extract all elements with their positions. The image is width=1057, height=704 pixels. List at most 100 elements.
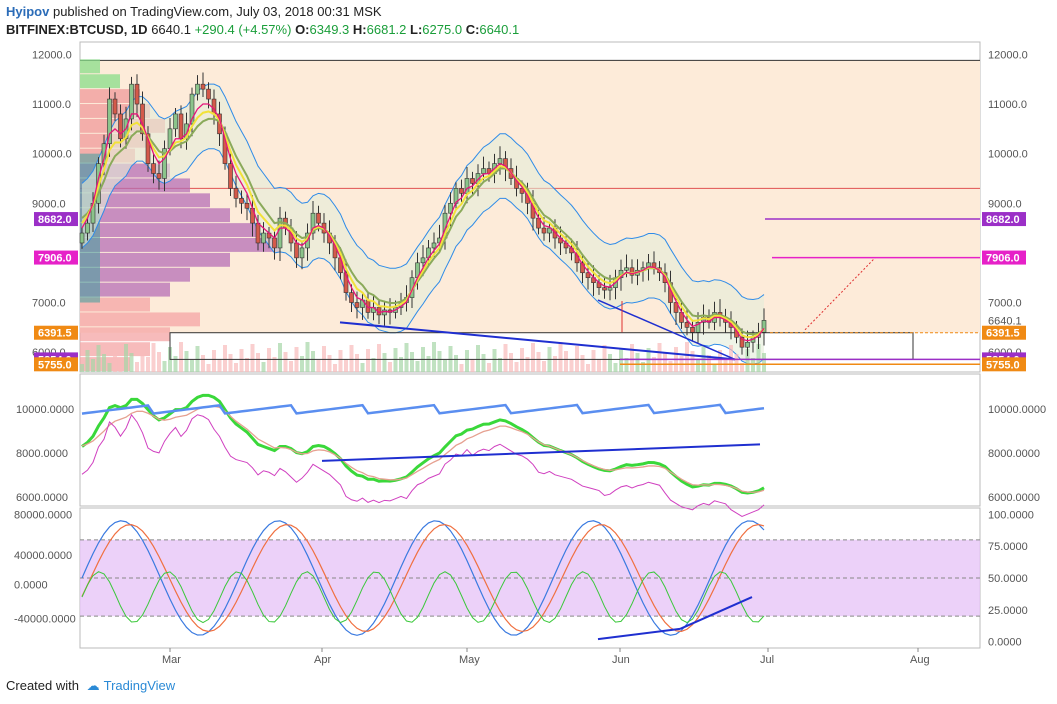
price-tag-right: [982, 325, 1026, 340]
price-axis-right-label: 10000.0: [988, 149, 1028, 161]
x-axis-label: May: [459, 654, 480, 666]
volume-bar: [349, 345, 354, 372]
candle-body: [459, 188, 464, 194]
stoch-d-line: [81, 523, 765, 633]
candle-body: [547, 227, 552, 234]
volume-bar: [371, 358, 376, 372]
volume-bar: [514, 362, 519, 372]
volume-bar: [217, 359, 222, 372]
oscillator-panel[interactable]: [79, 373, 981, 507]
author-name[interactable]: Hyipov: [6, 4, 50, 19]
stoch-k-line: [81, 520, 765, 636]
stoch-axis-right-label: 50.0000: [988, 573, 1028, 585]
candle-body: [244, 202, 250, 209]
price-tag-left-label: 7906.0: [38, 253, 72, 265]
price-tag-right: [982, 250, 1026, 265]
candle-body: [112, 98, 118, 115]
candle-body: [448, 202, 453, 214]
candle-body: [151, 163, 156, 174]
volume-bar: [91, 359, 95, 372]
volume-bar: [503, 344, 508, 372]
open-value: 6349.3: [309, 22, 350, 37]
volume-bar: [261, 362, 266, 372]
candle-body: [299, 247, 305, 259]
volume-bar: [635, 353, 640, 372]
volume-bar: [146, 357, 150, 372]
symbol-info: BITFINEX:BTCUSD, 1D 6640.1 +290.4 (+4.57…: [6, 22, 519, 38]
price-tag-right-label: 5755.0: [986, 359, 1020, 371]
candle-body: [470, 178, 475, 184]
candle-body: [173, 113, 178, 130]
stoch-axis-right-label: 100.0000: [988, 509, 1034, 521]
last-price: 6640.1: [151, 22, 191, 37]
volume-bar: [404, 343, 409, 372]
oscillator-signal-line: [81, 405, 765, 493]
volume-bar: [668, 361, 673, 372]
candle-body: [145, 133, 151, 164]
volume-bar: [256, 353, 260, 372]
x-axis-label: Aug: [910, 654, 930, 666]
price-tag-left: [34, 212, 78, 227]
volume-bar: [190, 360, 194, 372]
low-label: L:: [410, 22, 423, 37]
volume-bar: [140, 348, 145, 372]
publish-text: published on TradingView.com, July 03, 2…: [52, 4, 382, 19]
candle-body: [107, 98, 112, 145]
volume-profile-bar: [80, 282, 170, 297]
volume-bar: [734, 354, 739, 372]
candle-body: [178, 113, 184, 140]
volume-bar: [520, 348, 524, 372]
volume-bar: [377, 344, 381, 372]
support-box: [169, 332, 914, 360]
candle-body: [310, 212, 316, 234]
volume-bar: [663, 352, 667, 372]
volume-bar: [410, 352, 414, 372]
candle-body: [134, 83, 140, 105]
volume-bar: [129, 353, 134, 372]
volume-bar: [476, 345, 480, 372]
candle-body: [602, 287, 607, 291]
stoch-trendline-2: [679, 596, 753, 630]
volume-bar: [300, 356, 304, 372]
candle-body: [277, 217, 283, 249]
candle-body: [206, 88, 211, 100]
volume-bar: [113, 349, 117, 372]
candle-body: [629, 267, 635, 276]
price-axis-right-label: 11000.0: [988, 99, 1027, 111]
volume-bar: [124, 344, 128, 372]
price-tag-right-label: 8682.0: [986, 214, 1020, 226]
candle-body: [690, 327, 695, 333]
x-axis-label: Apr: [314, 654, 331, 666]
volume-bar: [487, 363, 491, 372]
volume-bar: [173, 356, 178, 372]
price-tag-left: [34, 357, 78, 372]
volume-bar: [657, 343, 662, 372]
ema-fast-line: [81, 103, 765, 342]
close-value: 6640.1: [479, 22, 520, 37]
x-axis-label: Jun: [612, 654, 630, 666]
volume-bar: [580, 355, 585, 372]
volume-bar: [355, 354, 359, 372]
volume-profile-bar: [80, 267, 190, 282]
volume-bar: [212, 350, 216, 372]
stoch-axis-right-label: 25.0000: [988, 605, 1028, 617]
x-axis-label: Jul: [760, 654, 774, 666]
price-axis-left-label: 11000.0: [32, 99, 71, 111]
open-label: O:: [295, 22, 310, 37]
candle-body: [195, 83, 200, 95]
volume-bar: [740, 363, 744, 372]
volume-bar: [723, 359, 728, 372]
volume-bar: [305, 342, 310, 372]
volume-bar: [432, 342, 436, 372]
symbol-label: BITFINEX:BTCUSD, 1D: [6, 22, 148, 37]
volume-bar: [85, 350, 90, 372]
stoch-axis-left-label: 40000.0000: [14, 550, 72, 562]
volume-bar: [553, 356, 557, 372]
candle-body: [233, 188, 239, 199]
volume-bar: [96, 345, 101, 372]
tradingview-brand[interactable]: TradingView: [103, 678, 176, 693]
candle-body: [585, 272, 591, 279]
candle-body: [695, 322, 701, 333]
close-label: C:: [465, 22, 480, 37]
